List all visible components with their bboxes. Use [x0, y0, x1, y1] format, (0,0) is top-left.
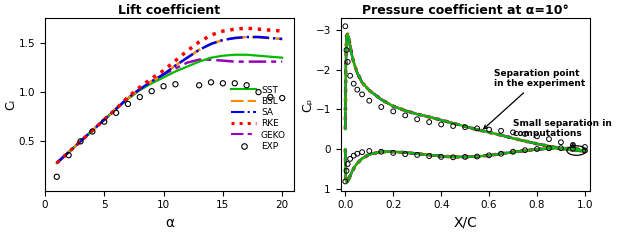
- Point: [159, 84, 169, 88]
- Point: [532, 147, 542, 151]
- Point: [568, 147, 578, 150]
- Title: Lift coefficient: Lift coefficient: [118, 4, 221, 17]
- Point: [345, 157, 355, 161]
- Point: [556, 140, 566, 144]
- Point: [278, 96, 288, 100]
- Point: [52, 175, 62, 179]
- Point: [508, 131, 518, 134]
- Point: [352, 88, 362, 91]
- Point: [388, 110, 398, 113]
- Point: [496, 152, 506, 156]
- Point: [424, 154, 434, 158]
- X-axis label: α: α: [165, 216, 174, 230]
- Point: [460, 155, 470, 159]
- Point: [520, 148, 530, 152]
- Point: [341, 169, 351, 173]
- Point: [388, 151, 398, 155]
- Point: [424, 120, 434, 124]
- Point: [357, 92, 367, 96]
- Point: [484, 128, 494, 132]
- Point: [412, 117, 422, 121]
- Point: [76, 139, 86, 143]
- Point: [171, 82, 181, 86]
- Point: [111, 111, 121, 115]
- Text: Small separation in
computations: Small separation in computations: [513, 119, 612, 147]
- Point: [342, 162, 352, 166]
- Point: [580, 145, 590, 149]
- Point: [340, 24, 350, 28]
- Point: [544, 146, 554, 150]
- Point: [400, 113, 410, 117]
- Point: [448, 124, 458, 128]
- Text: Separation point
in the experiment: Separation point in the experiment: [484, 69, 585, 129]
- Point: [88, 130, 98, 133]
- Point: [472, 127, 482, 130]
- Point: [218, 81, 228, 85]
- Point: [206, 80, 216, 84]
- Point: [400, 152, 410, 156]
- Point: [194, 83, 204, 87]
- Point: [99, 120, 109, 124]
- Point: [254, 90, 264, 94]
- Point: [436, 123, 446, 126]
- Point: [345, 74, 355, 78]
- Point: [460, 125, 470, 129]
- Point: [376, 150, 386, 154]
- Point: [544, 137, 554, 141]
- Point: [496, 129, 506, 133]
- Point: [364, 99, 374, 102]
- Point: [123, 102, 133, 106]
- Point: [556, 146, 566, 150]
- Point: [484, 154, 494, 157]
- Point: [64, 153, 74, 157]
- Point: [580, 149, 590, 152]
- Point: [349, 154, 359, 157]
- Point: [448, 155, 458, 159]
- Point: [340, 179, 350, 183]
- Point: [364, 149, 374, 153]
- Point: [242, 83, 252, 87]
- Point: [341, 48, 351, 52]
- Y-axis label: Cₚ: Cₚ: [301, 97, 314, 112]
- Point: [266, 95, 276, 99]
- Point: [135, 95, 145, 99]
- Point: [147, 89, 157, 93]
- Point: [568, 143, 578, 147]
- Point: [472, 155, 482, 158]
- X-axis label: X/C: X/C: [453, 216, 477, 230]
- Legend: SST, BSL, SA, RKE, GEKO, EXP: SST, BSL, SA, RKE, GEKO, EXP: [228, 82, 289, 154]
- Point: [520, 132, 530, 136]
- Point: [357, 150, 367, 154]
- Title: Pressure coefficient at α=10°: Pressure coefficient at α=10°: [362, 4, 569, 17]
- Point: [376, 105, 386, 109]
- Point: [412, 153, 422, 157]
- Y-axis label: Cₗ: Cₗ: [4, 99, 17, 110]
- Point: [508, 150, 518, 154]
- Point: [342, 60, 352, 64]
- Point: [230, 81, 240, 85]
- Point: [532, 135, 542, 138]
- Point: [436, 155, 446, 159]
- Point: [352, 152, 362, 156]
- Point: [349, 82, 359, 86]
